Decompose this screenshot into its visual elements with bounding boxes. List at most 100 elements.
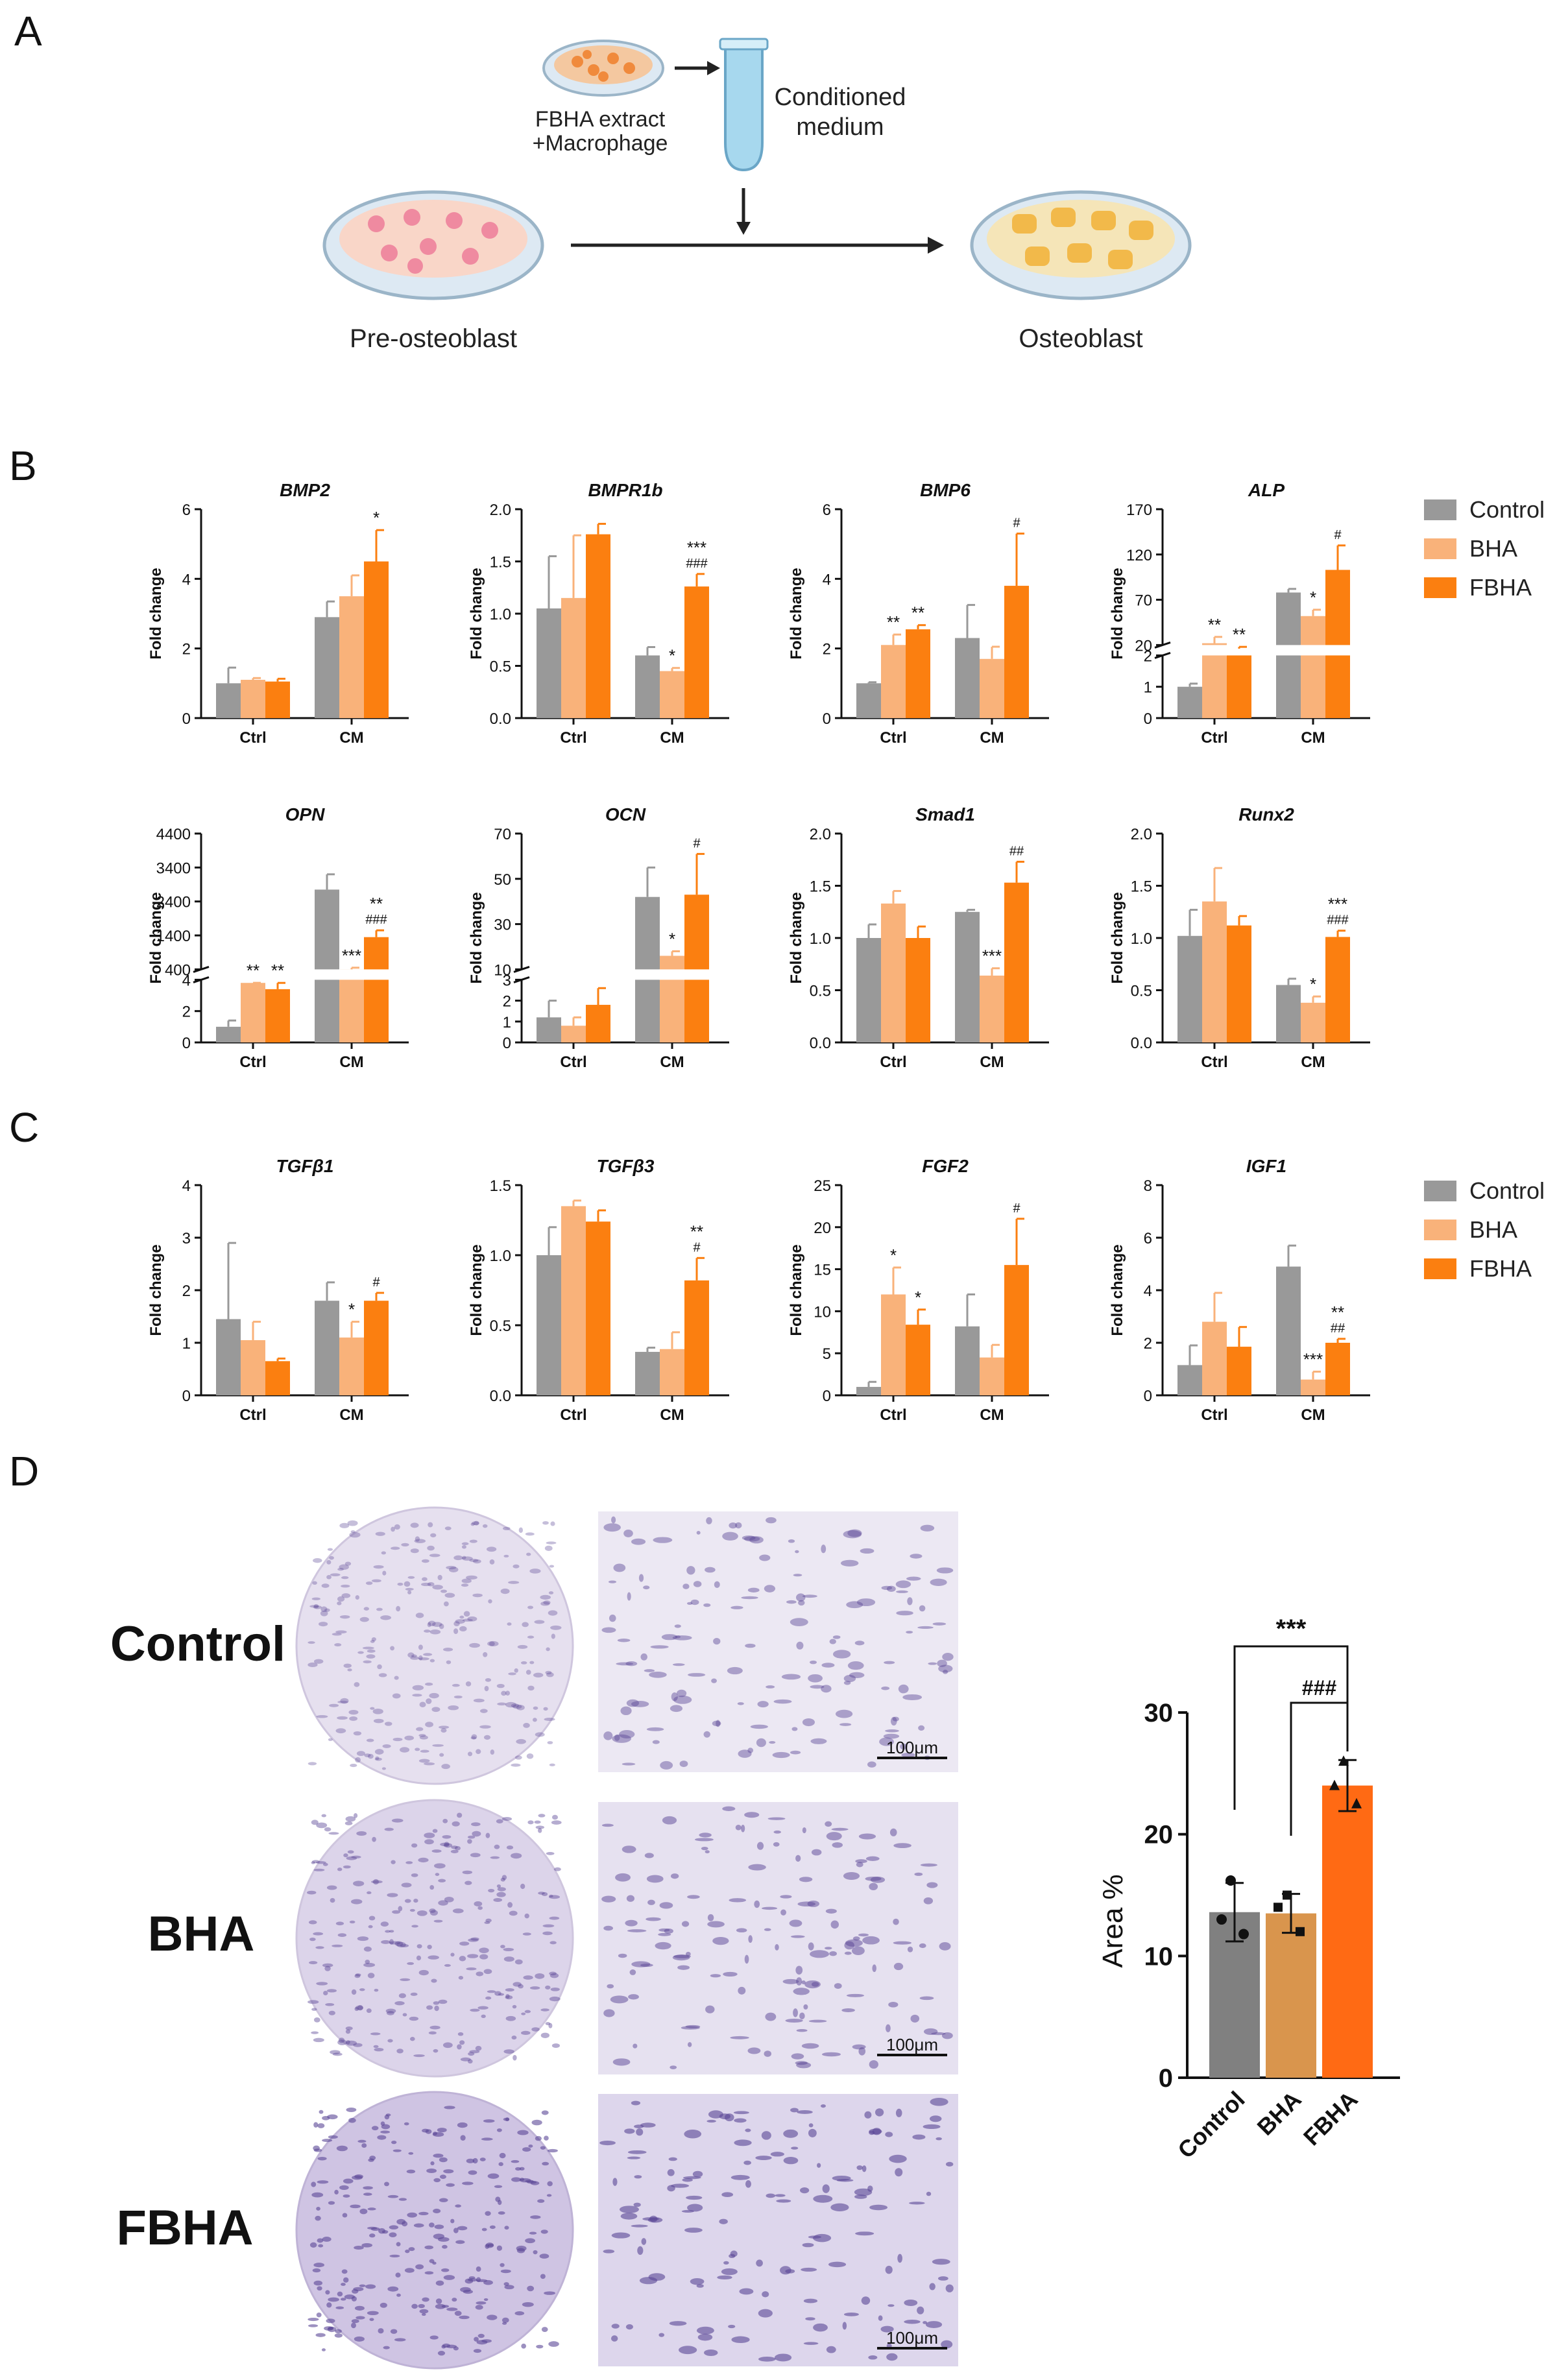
y-tick-label: 0.5 [490,658,511,676]
stain-speck [684,2130,702,2139]
stain-speck [540,1601,550,1606]
pre-osteoblast-label: Pre-osteoblast [350,324,517,353]
stain-speck [468,2276,476,2279]
stain-speck [496,2128,502,2132]
stain-speck [622,1845,636,1853]
bar-fbha [364,937,389,1042]
stain-speck [313,2280,323,2286]
bar-control [635,1352,660,1395]
stain-speck [339,1615,350,1619]
bar-control [856,1387,881,1395]
stain-speck [734,2118,747,2123]
stain-speck [733,2111,749,2115]
stain-speck [452,1683,460,1687]
significance-mark: ** [247,961,260,980]
stain-speck [912,2134,926,2140]
stain-speck [843,1675,856,1683]
stain-speck [742,1535,756,1541]
stain-speck [437,2237,450,2242]
bar-fbha [265,1361,290,1395]
stain-speck [543,1600,551,1605]
stain-speck [544,1717,555,1722]
stain-speck [353,1881,365,1886]
stain-speck [696,2284,704,2288]
stain-speck [470,1937,479,1941]
chart-fgf2: 0 5 10 15 20 25 FGF2 Fold change Ctrl * * CM # [788,1156,1049,1424]
stain-speck [418,1969,429,1976]
stain-speck [612,1734,632,1743]
stain-speck [431,1849,442,1853]
stain-speck [747,1587,760,1593]
stain-speck [356,1831,367,1836]
stain-speck [380,1615,392,1620]
stain-speck [802,1827,806,1834]
chart-title: BMP2 [280,480,330,500]
stain-speck [919,1996,934,2001]
stain-speck [402,2013,407,2017]
stain-speck [371,2126,379,2131]
stain-speck [337,1596,345,1602]
stain-speck [672,1663,685,1666]
stain-speck [637,2246,644,2255]
stain-speck [825,1821,832,1827]
stain-speck [467,1616,477,1622]
stain-speck [811,1982,819,1987]
stain-speck [350,1899,363,1905]
stain-speck [686,1566,695,1575]
stain-speck [418,1734,426,1737]
y-tick-label: 20 [1144,1821,1174,1849]
stain-speck [938,1665,953,1673]
stain-speck [442,2244,448,2249]
macrophage-cells [572,50,635,82]
stain-speck [633,2043,638,2049]
stain-speck [517,2130,529,2135]
stain-speck [375,1756,380,1761]
stain-speck [615,1873,631,1882]
stain-speck [532,1718,537,1722]
stain-speck [309,1937,316,1941]
stain-speck [690,2278,705,2285]
bar-fbha [586,1005,610,1042]
stain-speck [440,1842,450,1847]
stain-speck [430,1533,437,1537]
stain-speck [381,1551,387,1555]
stain-speck [441,2268,450,2272]
stain-speck [453,2228,459,2233]
y-tick-label: 2 [182,1004,191,1021]
bar-break-gap [314,969,340,980]
stain-speck [435,2303,446,2309]
stain-speck [612,2178,618,2186]
stain-speck [847,1661,864,1670]
bar-fbha [364,561,389,718]
y-tick-label: 0 [1159,2064,1173,2093]
well-image-bha [295,1799,574,2078]
stain-speck [308,1762,317,1766]
stain-speck [535,2135,542,2141]
stain-speck [756,1842,764,1850]
stain-speck [756,2259,763,2267]
y-tick-label: 4 [823,571,831,588]
stain-speck [808,2123,814,2128]
stain-speck [406,2169,416,2174]
stain-speck [533,1706,538,1710]
stain-speck [496,2245,503,2251]
x-tick-label: Ctrl [1201,729,1227,747]
stain-speck [500,1588,510,1594]
bar-fbha [586,534,610,718]
stain-speck [719,2218,728,2224]
stain-speck [366,1654,376,1659]
stain-speck [426,2005,433,2010]
stain-speck [511,1703,520,1708]
stain-speck [337,1933,347,1937]
bar-break-gap [1201,645,1227,656]
stain-speck [469,1539,477,1543]
stain-speck [371,1880,383,1884]
stain-speck [351,1855,361,1858]
stain-speck [363,1607,369,1611]
stain-speck [359,2208,368,2215]
y-tick-label: 1400 [156,928,191,945]
stain-speck [395,2272,401,2278]
stain-speck [660,1761,673,1770]
bar-control [537,1255,561,1395]
stain-speck [522,2302,534,2307]
